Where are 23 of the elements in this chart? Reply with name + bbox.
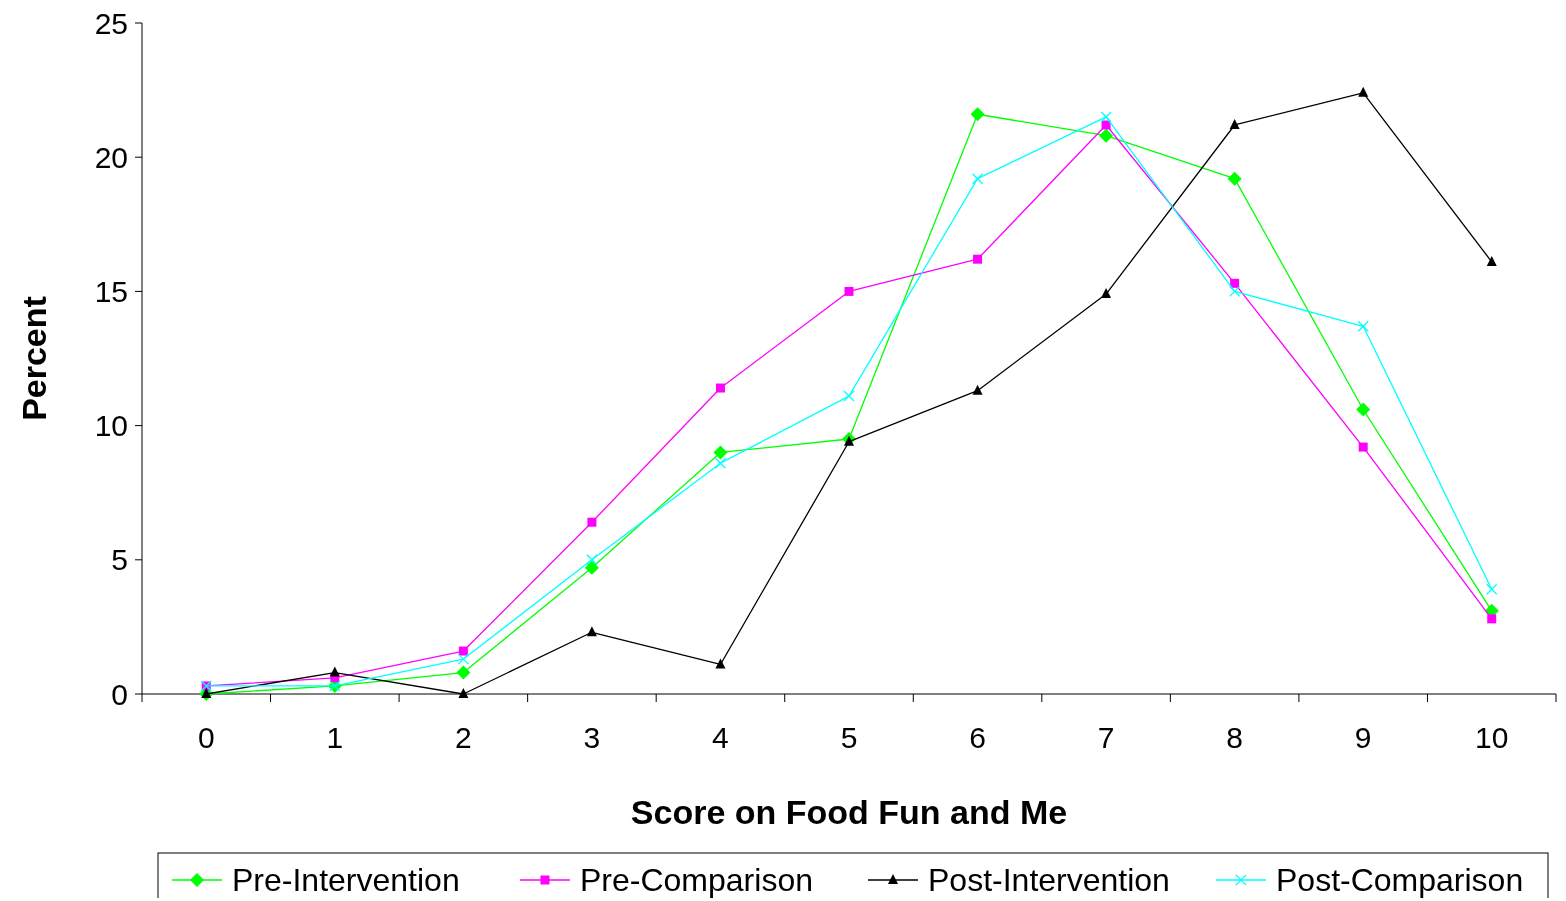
x-tick-label: 1 bbox=[326, 721, 344, 754]
x-tick-label: 6 bbox=[969, 721, 986, 754]
legend-label: Pre-Comparison bbox=[580, 862, 813, 899]
y-tick-label: 20 bbox=[94, 140, 128, 174]
x-tick-label: 3 bbox=[583, 721, 601, 754]
legend-label: Pre-Intervention bbox=[232, 862, 460, 899]
x-axis-title: Score on Food Fun and Me bbox=[630, 793, 1068, 831]
y-tick-label: 5 bbox=[111, 543, 128, 577]
y-axis-title: Percent bbox=[15, 296, 53, 421]
x-tick-label: 4 bbox=[712, 721, 729, 754]
y-tick-label: 10 bbox=[94, 409, 128, 443]
x-tick-label: 7 bbox=[1097, 721, 1115, 754]
y-tick-label: 0 bbox=[111, 677, 128, 711]
x-tick-label: 9 bbox=[1354, 721, 1372, 754]
x-tick-label: 10 bbox=[1475, 721, 1509, 754]
x-tick-label: 0 bbox=[197, 721, 215, 754]
legend-label: Post-Intervention bbox=[928, 862, 1170, 899]
x-tick-label: 2 bbox=[455, 721, 472, 754]
x-tick-label: 5 bbox=[840, 721, 858, 754]
y-tick-label: 25 bbox=[94, 6, 128, 40]
y-tick-label: 15 bbox=[94, 274, 128, 308]
legend-label: Post-Comparison bbox=[1276, 862, 1524, 899]
x-tick-label: 8 bbox=[1226, 721, 1243, 754]
